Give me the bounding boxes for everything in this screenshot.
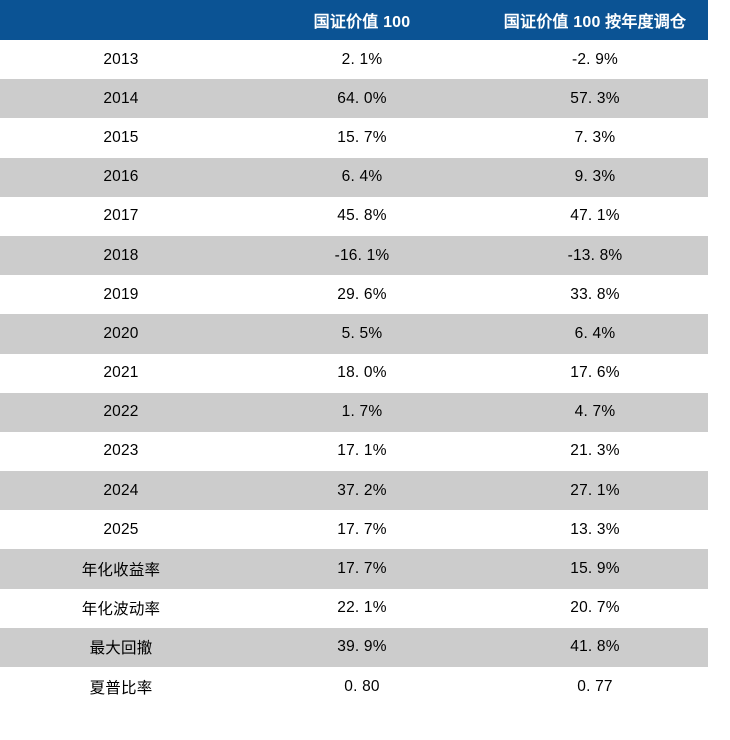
table-row-sharpe-ratio: 夏普比率 0. 80 0. 77 xyxy=(0,667,708,707)
row-label: 2015 xyxy=(103,128,139,146)
table-row-2019: 2019 29. 6% 33. 8% xyxy=(0,275,708,315)
table-row-max-drawdown: 最大回撤 39. 9% 41. 8% xyxy=(0,627,708,667)
table-row-2014: 2014 64. 0% 57. 3% xyxy=(0,79,708,119)
header-cell-index-annual-rebalance: 国证价值 100 按年度调仓 xyxy=(503,14,687,31)
table-row-2023: 2023 17. 1% 21. 3% xyxy=(0,431,708,472)
value-index: 15. 7% xyxy=(337,128,387,146)
value-index: 2. 1% xyxy=(341,50,383,68)
value-index-annual: 0. 77 xyxy=(577,677,613,695)
value-index-annual: 4. 7% xyxy=(574,403,616,421)
value-index: 45. 8% xyxy=(337,207,387,225)
value-index: 17. 7% xyxy=(337,560,387,578)
value-index-annual: 7. 3% xyxy=(574,128,616,146)
value-index: 37. 2% xyxy=(337,481,387,499)
table-row-2013: 2013 2. 1% -2. 9% xyxy=(0,40,708,80)
value-index-annual: -13. 8% xyxy=(567,246,623,264)
value-index: 17. 1% xyxy=(337,442,387,460)
value-index: 0. 80 xyxy=(344,677,380,695)
value-index-annual: 13. 3% xyxy=(570,520,620,538)
value-index-annual: 15. 9% xyxy=(570,560,620,578)
row-label: 2018 xyxy=(103,246,139,264)
value-index: 29. 6% xyxy=(337,285,387,303)
value-index: 39. 9% xyxy=(337,638,387,656)
value-index: 64. 0% xyxy=(337,89,387,107)
value-index: 22. 1% xyxy=(337,599,387,617)
row-label: 年化收益率 xyxy=(81,562,161,580)
row-label: 2022 xyxy=(103,403,139,421)
row-label: 2017 xyxy=(103,207,139,225)
table-row-2018: 2018 -16. 1% -13. 8% xyxy=(0,235,708,276)
row-label: 最大回撤 xyxy=(89,640,153,658)
value-index-annual: 6. 4% xyxy=(574,324,616,342)
row-label: 2020 xyxy=(103,324,139,342)
table-row-annualized-volatility: 年化波动率 22. 1% 20. 7% xyxy=(0,588,708,628)
row-label: 2021 xyxy=(103,364,139,382)
row-label: 2016 xyxy=(103,168,139,186)
table-row-2022: 2022 1. 7% 4. 7% xyxy=(0,392,708,432)
row-label: 2019 xyxy=(103,285,139,303)
table-row-2017: 2017 45. 8% 47. 1% xyxy=(0,196,708,236)
table-header-row: 国证价值 100 国证价值 100 按年度调仓 xyxy=(0,0,708,40)
table-row-2016: 2016 6. 4% 9. 3% xyxy=(0,157,708,197)
row-label: 2013 xyxy=(103,50,139,68)
row-label: 2014 xyxy=(103,89,139,107)
table-row-2020: 2020 5. 5% 6. 4% xyxy=(0,314,708,354)
value-index: 1. 7% xyxy=(341,403,383,421)
row-label: 2024 xyxy=(103,481,139,499)
table-row-annualized-return: 年化收益率 17. 7% 15. 9% xyxy=(0,549,708,589)
value-index-annual: 17. 6% xyxy=(570,364,620,382)
row-label: 年化波动率 xyxy=(81,601,161,619)
performance-table: 国证价值 100 国证价值 100 按年度调仓 2013 2. 1% -2. 9… xyxy=(0,0,708,707)
value-index-annual: 57. 3% xyxy=(570,89,620,107)
table-row-2015: 2015 15. 7% 7. 3% xyxy=(0,118,708,158)
table-row-2021: 2021 18. 0% 17. 6% xyxy=(0,353,708,393)
row-label: 2025 xyxy=(103,520,139,538)
value-index-annual: 9. 3% xyxy=(574,168,616,186)
value-index: 17. 7% xyxy=(337,520,387,538)
table-row-2025: 2025 17. 7% 13. 3% xyxy=(0,510,708,550)
value-index-annual: 47. 1% xyxy=(570,207,620,225)
value-index-annual: 41. 8% xyxy=(570,638,620,656)
value-index-annual: -2. 9% xyxy=(572,50,618,68)
row-label: 2023 xyxy=(103,442,139,460)
row-label: 夏普比率 xyxy=(89,679,153,697)
header-cell-index: 国证价值 100 xyxy=(313,14,411,31)
value-index: 5. 5% xyxy=(341,324,383,342)
value-index-annual: 27. 1% xyxy=(570,481,620,499)
value-index-annual: 21. 3% xyxy=(570,442,620,460)
value-index: 18. 0% xyxy=(337,364,387,382)
table-row-2024: 2024 37. 2% 27. 1% xyxy=(0,471,708,511)
value-index-annual: 33. 8% xyxy=(570,285,620,303)
value-index-annual: 20. 7% xyxy=(570,599,620,617)
value-index: -16. 1% xyxy=(334,246,390,264)
value-index: 6. 4% xyxy=(341,168,383,186)
